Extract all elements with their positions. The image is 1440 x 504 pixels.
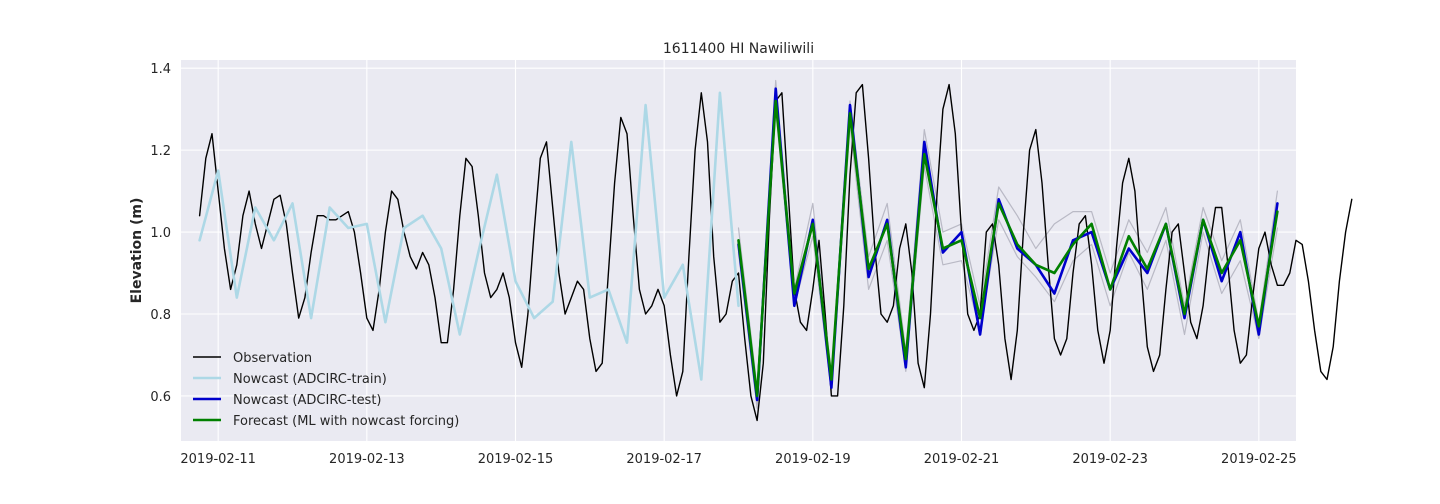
x-tick-label: 2019-02-15 [478, 452, 554, 467]
legend-label-nowcast-train: Nowcast (ADCIRC-train) [233, 372, 387, 387]
legend: Observation Nowcast (ADCIRC-train) Nowca… [193, 351, 459, 429]
y-tick-label: 0.8 [150, 308, 171, 323]
y-tick-label: 1.4 [150, 62, 171, 77]
x-tick-label: 2019-02-25 [1221, 452, 1297, 467]
chart-title: 1611400 HI Nawiliwili [663, 41, 814, 57]
y-tick-label: 0.6 [150, 390, 171, 405]
y-tick-label: 1.2 [150, 144, 171, 159]
legend-label-forecast: Forecast (ML with nowcast forcing) [233, 414, 459, 429]
x-tick-label: 2019-02-19 [775, 452, 851, 467]
y-tick-label: 1.0 [150, 226, 171, 241]
forecast-line [737, 99, 1279, 398]
legend-label-observation: Observation [233, 351, 312, 366]
x-tick-label: 2019-02-17 [626, 452, 702, 467]
axes: 2019-02-11 2019-02-13 2019-02-15 2019-02-17… [150, 62, 1296, 467]
x-tick-label: 2019-02-11 [180, 452, 256, 467]
x-tick-label: 2019-02-21 [924, 452, 1000, 467]
x-tick-label: 2019-02-13 [329, 452, 405, 467]
series-layer [198, 79, 1353, 422]
legend-label-nowcast-test: Nowcast (ADCIRC-test) [233, 393, 382, 408]
y-axis-label: Elevation (m) [129, 198, 145, 304]
x-tick-label: 2019-02-23 [1072, 452, 1148, 467]
nowcast-train-line [198, 91, 740, 381]
